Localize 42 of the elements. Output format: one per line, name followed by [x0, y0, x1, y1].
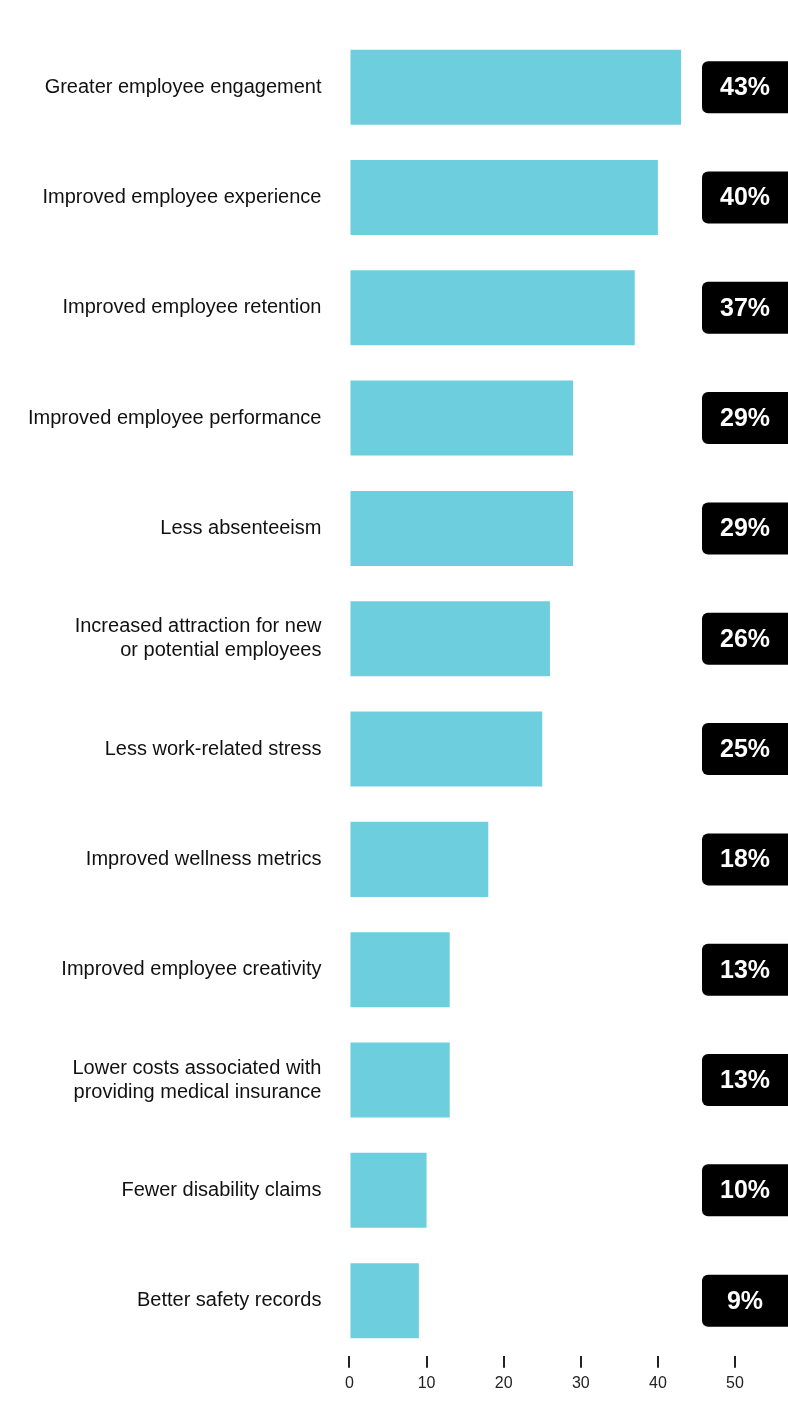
data-label: 40% — [719, 182, 771, 211]
x-tick-label: 10 — [417, 1373, 436, 1391]
data-label: 13% — [719, 1064, 771, 1093]
bar — [350, 1152, 427, 1228]
data-label: 18% — [719, 844, 771, 873]
y-tick-label: Less absenteeism — [160, 515, 322, 538]
data-label: 26% — [719, 623, 771, 652]
bar — [350, 821, 489, 897]
y-tick-label: Improved employee performance — [27, 405, 322, 428]
x-tick-label: 50 — [726, 1373, 744, 1391]
y-tick-label: Improved employee retention — [62, 295, 322, 318]
y-tick-label: Fewer disability claims — [121, 1177, 322, 1200]
bar — [350, 711, 543, 787]
bar — [350, 932, 450, 1008]
y-tick-label: Lower costs associated with providing medical insurance — [72, 1055, 322, 1102]
data-label: 29% — [719, 403, 771, 431]
bar — [350, 1263, 419, 1339]
x-tick-label: 0 — [345, 1373, 355, 1391]
bar — [350, 159, 658, 235]
bar — [350, 270, 635, 346]
data-label: 10% — [719, 1175, 771, 1204]
y-tick-label: Improved employee creativity — [61, 957, 322, 980]
y-tick-label: Less work-related stress — [104, 736, 322, 759]
bar — [350, 490, 574, 566]
data-label: 37% — [719, 292, 771, 321]
y-tick-label: Improved wellness metrics — [85, 846, 322, 869]
data-label: 29% — [719, 513, 771, 542]
data-label: 43% — [719, 72, 771, 101]
y-tick-label: Improved employee experience — [42, 184, 322, 207]
bar — [350, 1042, 450, 1118]
y-tick-label: Better safety records — [136, 1288, 322, 1311]
y-tick-label: Greater employee engagement — [44, 74, 322, 97]
x-tick-label: 20 — [494, 1373, 513, 1391]
bar — [350, 601, 550, 677]
data-label: 25% — [719, 733, 771, 762]
data-label: 13% — [719, 954, 771, 983]
x-tick-label: 30 — [571, 1373, 590, 1391]
data-label: 9% — [726, 1285, 764, 1314]
bar — [350, 380, 574, 456]
x-tick-label: 40 — [649, 1373, 667, 1391]
bar — [350, 49, 682, 125]
y-tick-label: Increased attraction for new or potential employees — [74, 614, 323, 661]
